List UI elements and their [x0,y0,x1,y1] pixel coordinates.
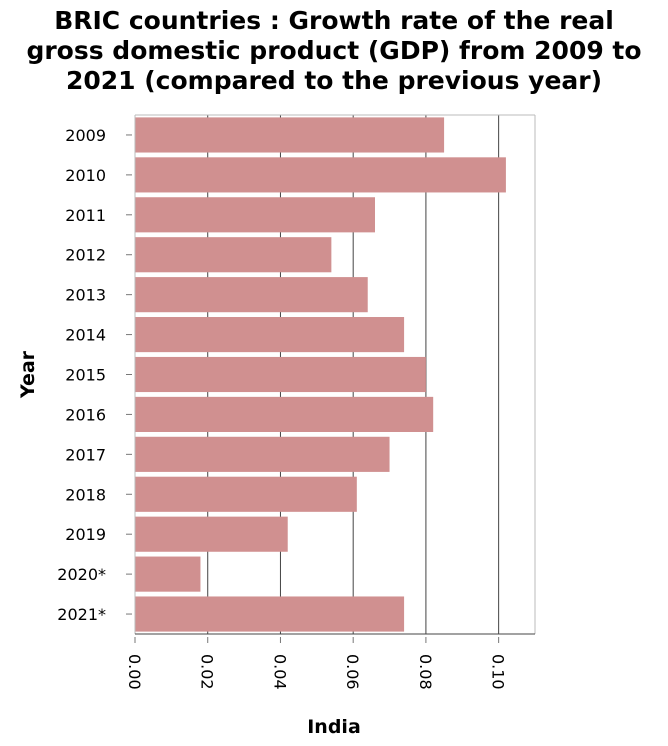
y-tick-label-2020*: 2020* [57,565,106,584]
x-tick-label-3: 0.06 [343,654,362,690]
bar-2019 [135,516,288,552]
x-tick-label-5: 0.10 [489,654,508,690]
y-tick-label-2011: 2011 [65,206,106,225]
bar-2016 [135,396,434,432]
bar-2017 [135,436,390,472]
y-tick-label-2016: 2016 [65,405,106,424]
y-tick-label-2014: 2014 [65,326,106,345]
chart-title-line-2: gross domestic product (GDP) from 2009 t… [26,36,642,65]
x-tick-label-1: 0.02 [198,654,217,690]
y-tick-label-2009: 2009 [65,126,106,145]
y-tick-label-2019: 2019 [65,525,106,544]
x-axis-title: India [307,716,361,738]
x-tick-label-2: 0.04 [270,654,289,690]
bars [135,117,506,632]
bar-2014 [135,317,405,353]
bar-2009 [135,117,445,153]
chart-title-line-3: 2021 (compared to the previous year) [65,66,603,95]
bar-2015 [135,356,426,393]
x-tick-label-4: 0.08 [416,654,435,690]
y-tick-label-2013: 2013 [65,286,106,305]
y-axis-title: Year [17,350,39,399]
y-tick-label-2021*: 2021* [57,605,106,624]
bar-2012 [135,237,332,273]
y-tick-label-2015: 2015 [65,366,106,385]
y-tick-label-2010: 2010 [65,166,106,185]
y-tick-label-2017: 2017 [65,445,106,464]
bar-2021* [135,596,405,632]
x-tick-label-0: 0.00 [125,654,144,690]
y-tick-label-2012: 2012 [65,246,106,265]
y-tick-label-2018: 2018 [65,485,106,504]
bar-2020* [135,556,201,592]
chart-title: BRIC countries : Growth rate of the real… [0,6,668,96]
axes: 2009 2010 2011 2012 2013 2014 2015 2016 2017 2018… [57,114,536,690]
chart-title-line-1: BRIC countries : Growth rate of the real [54,6,614,35]
bar-2011 [135,197,375,233]
bar-2010 [135,157,506,193]
bar-2013 [135,277,368,313]
bar-2018 [135,476,357,512]
